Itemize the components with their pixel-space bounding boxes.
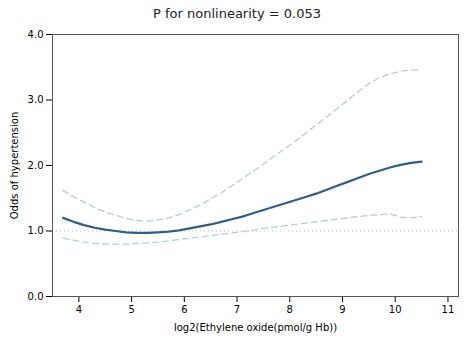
- svg-text:0.0: 0.0: [28, 291, 44, 302]
- svg-text:Odds of hypertension: Odds of hypertension: [9, 112, 20, 220]
- svg-text:6: 6: [181, 304, 187, 315]
- svg-text:10: 10: [389, 304, 402, 315]
- svg-text:log2(Ethylene oxide(pmol/g Hb): log2(Ethylene oxide(pmol/g Hb)): [174, 322, 337, 333]
- svg-text:3.0: 3.0: [28, 94, 44, 105]
- svg-text:1.0: 1.0: [28, 225, 44, 236]
- svg-text:8: 8: [287, 304, 293, 315]
- svg-text:4: 4: [76, 304, 82, 315]
- svg-text:7: 7: [234, 304, 240, 315]
- svg-text:4.0: 4.0: [28, 29, 44, 40]
- svg-text:9: 9: [339, 304, 345, 315]
- svg-text:5: 5: [128, 304, 134, 315]
- svg-text:11: 11: [442, 304, 455, 315]
- html-text:P for nonlinearity = 0.053: P for nonlinearity = 0.053: [153, 6, 321, 21]
- svg-text:2.0: 2.0: [28, 160, 44, 171]
